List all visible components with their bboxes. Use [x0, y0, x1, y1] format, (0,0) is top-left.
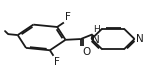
Text: F: F	[54, 57, 60, 67]
Text: N: N	[92, 35, 100, 45]
Text: O: O	[83, 47, 91, 57]
Text: H: H	[93, 25, 100, 34]
Text: F: F	[65, 12, 70, 22]
Text: N: N	[136, 34, 143, 44]
